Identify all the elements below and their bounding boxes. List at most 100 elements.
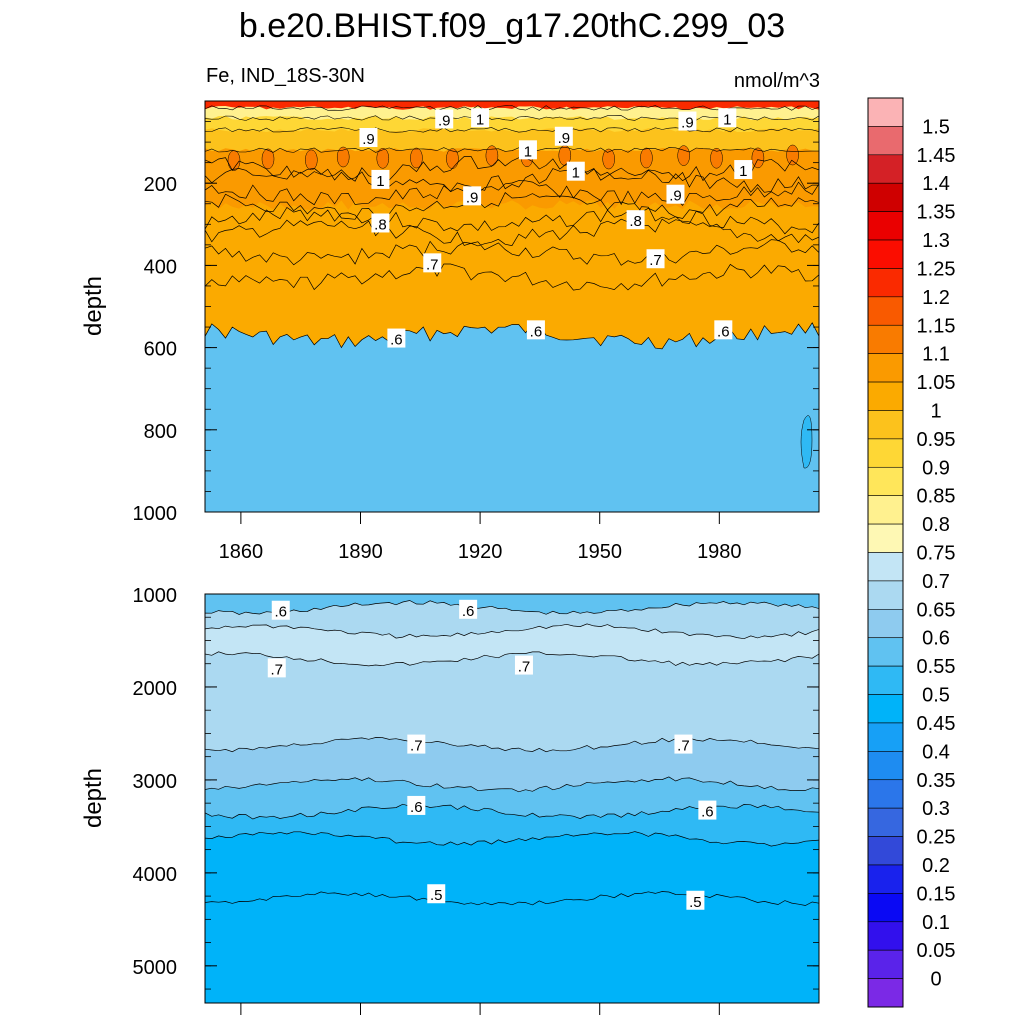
colorbar-label: 1.25 — [917, 258, 956, 280]
svg-text:.7: .7 — [677, 738, 690, 755]
x-tick-label: 1920 — [458, 541, 503, 563]
lower-ylabel: depth — [80, 768, 107, 828]
colorbar-label: 0.7 — [922, 571, 950, 593]
contour-label: .9 — [463, 186, 482, 206]
svg-text:.6: .6 — [390, 332, 403, 349]
colorbar-label: 1.15 — [917, 315, 956, 337]
colorbar-label: 1.4 — [922, 173, 950, 195]
upper-panel: .9 1 .9 .9 1 .9 1 1 1 .9 .9 1 .8 .8 .7 .7 .6 .6 .6 200 400 6… — [80, 100, 820, 563]
colorbar-swatch — [867, 97, 904, 127]
contour-label: .6 — [407, 795, 426, 816]
x-tick-label: 1890 — [338, 541, 383, 563]
contour-fill — [376, 148, 390, 169]
colorbar-swatch — [867, 324, 904, 354]
svg-text:.9: .9 — [558, 130, 571, 147]
colorbar-label: 0.6 — [922, 628, 950, 650]
colorbar-swatch — [867, 182, 904, 212]
contour-label: .9 — [359, 127, 378, 148]
colorbar-label: 1.3 — [922, 230, 950, 252]
lower-plot-frame — [204, 593, 820, 1004]
contour-label: 1 — [566, 161, 585, 182]
colorbar-label: 0.25 — [917, 827, 956, 849]
y-tick-label: 400 — [144, 256, 177, 278]
contour-label: .7 — [674, 734, 693, 755]
contour-line — [205, 147, 819, 153]
contour-label: .6 — [698, 800, 717, 821]
colorbar-label: 0.8 — [922, 514, 950, 536]
lower-panel: .6 .6 .7 .7 .7 .7 .6 .6 .5 .5 1000 2000 3000 4000 500… — [80, 585, 820, 1015]
contour-label: 1 — [471, 108, 490, 128]
colorbar-swatch — [867, 126, 904, 156]
svg-text:1: 1 — [739, 163, 747, 180]
contour-line — [205, 831, 819, 847]
colorbar-label: 0.85 — [917, 486, 956, 508]
contour-label: 1 — [518, 140, 537, 160]
colorbar: 1.5 1.45 1.4 1.35 1.3 1.25 1.2 1.15 1.1 1.05 1 0.95… — [867, 97, 956, 1008]
colorbar-label: 1.2 — [922, 287, 950, 309]
units-label: nmol/m^3 — [734, 70, 820, 92]
contour-line — [205, 803, 819, 820]
y-tick-label: 600 — [144, 339, 177, 361]
colorbar-swatch — [867, 154, 904, 184]
contour-label: .6 — [459, 599, 478, 620]
contour-label: 1 — [734, 160, 753, 180]
svg-text:1: 1 — [376, 173, 384, 190]
svg-text:.6: .6 — [701, 804, 714, 821]
colorbar-swatch — [867, 523, 904, 553]
y-tick-label: 4000 — [133, 864, 178, 886]
colorbar-label: 1.35 — [917, 202, 956, 224]
upper-ylabel: depth — [80, 276, 107, 336]
colorbar-label: 0.65 — [917, 599, 956, 621]
colorbar-label: 1.5 — [922, 116, 950, 138]
contour-line — [205, 180, 819, 206]
figure-title: b.e20.BHIST.f09_g17.20thC.299_03 — [239, 7, 785, 45]
contour-label: .6 — [387, 328, 406, 349]
colorbar-label: 1 — [930, 401, 941, 423]
colorbar-label: 0.9 — [922, 457, 950, 479]
contour-line — [205, 206, 819, 235]
contour-label: .6 — [714, 320, 733, 340]
svg-text:.5: .5 — [430, 887, 443, 904]
colorbar-swatch — [867, 694, 904, 724]
y-tick-label: 800 — [144, 421, 177, 443]
colorbar-swatch — [867, 637, 904, 667]
colorbar-swatch — [867, 410, 904, 440]
colorbar-swatch — [867, 751, 904, 781]
contour-fill — [305, 149, 318, 171]
colorbar-swatch — [867, 722, 904, 752]
contour-label: .9 — [678, 111, 697, 132]
svg-text:.7: .7 — [518, 659, 531, 676]
x-tick-label: 1980 — [697, 541, 742, 563]
colorbar-label: 0.05 — [917, 940, 956, 962]
svg-text:1: 1 — [572, 165, 580, 182]
contour-label: .9 — [554, 126, 573, 147]
contour-line — [205, 263, 819, 291]
colorbar-swatch — [867, 296, 904, 326]
svg-text:1: 1 — [476, 111, 484, 128]
colorbar-swatch — [867, 864, 904, 894]
colorbar-label: 0.95 — [917, 429, 956, 451]
colorbar-swatch — [867, 268, 904, 298]
colorbar-swatch — [867, 495, 904, 525]
colorbar-swatch — [867, 239, 904, 269]
colorbar-swatch — [867, 580, 904, 610]
colorbar-label: 0.4 — [922, 741, 950, 763]
colorbar-label: 0.3 — [922, 798, 950, 820]
contour-line — [205, 165, 819, 193]
contour-label: .6 — [271, 600, 290, 621]
contour-fill — [710, 147, 723, 169]
svg-text:.7: .7 — [271, 661, 284, 678]
contour-line — [205, 891, 819, 906]
y-tick-label: 2000 — [133, 678, 178, 700]
svg-text:.6: .6 — [274, 604, 287, 621]
colorbar-frame — [867, 97, 904, 1008]
svg-text:.6: .6 — [410, 799, 423, 816]
svg-text:.6: .6 — [530, 323, 543, 340]
contour-fill — [446, 148, 459, 169]
contour-label: .5 — [686, 890, 705, 911]
svg-text:.9: .9 — [466, 189, 479, 206]
colorbar-swatch — [867, 779, 904, 809]
contour-fill — [410, 147, 423, 169]
colorbar-swatch — [867, 211, 904, 241]
contour-fill — [205, 594, 819, 615]
